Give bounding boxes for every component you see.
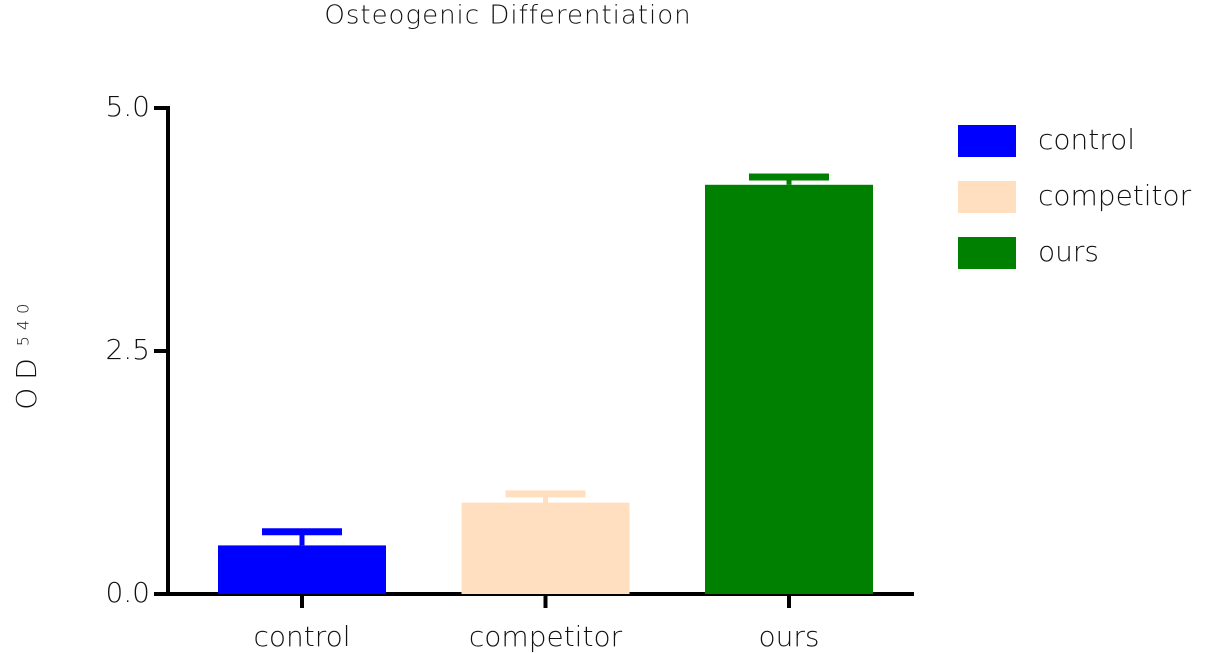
bar xyxy=(461,502,630,594)
y-tick-label: 0.0 xyxy=(105,576,150,609)
y-tick-label: 2.5 xyxy=(105,333,150,366)
legend-label: competitor xyxy=(1038,179,1192,212)
x-tick-label: ours xyxy=(759,620,820,653)
legend-swatch xyxy=(958,125,1016,157)
bar xyxy=(705,184,873,594)
x-tick-label: competitor xyxy=(469,620,623,653)
legend-swatch xyxy=(958,237,1016,269)
bar xyxy=(218,545,386,594)
x-tick-label: control xyxy=(253,620,350,653)
y-axis-label-subscript: 540 xyxy=(14,298,33,347)
legend-label: control xyxy=(1038,123,1135,156)
legend-label: ours xyxy=(1038,235,1099,268)
y-tick-label: 5.0 xyxy=(105,90,150,123)
y-axis-label: OD xyxy=(10,350,43,410)
legend-swatch xyxy=(958,181,1016,213)
y-axis-label-group: OD 540 xyxy=(10,298,43,410)
chart-title: Osteogenic Differentiation xyxy=(324,1,691,31)
